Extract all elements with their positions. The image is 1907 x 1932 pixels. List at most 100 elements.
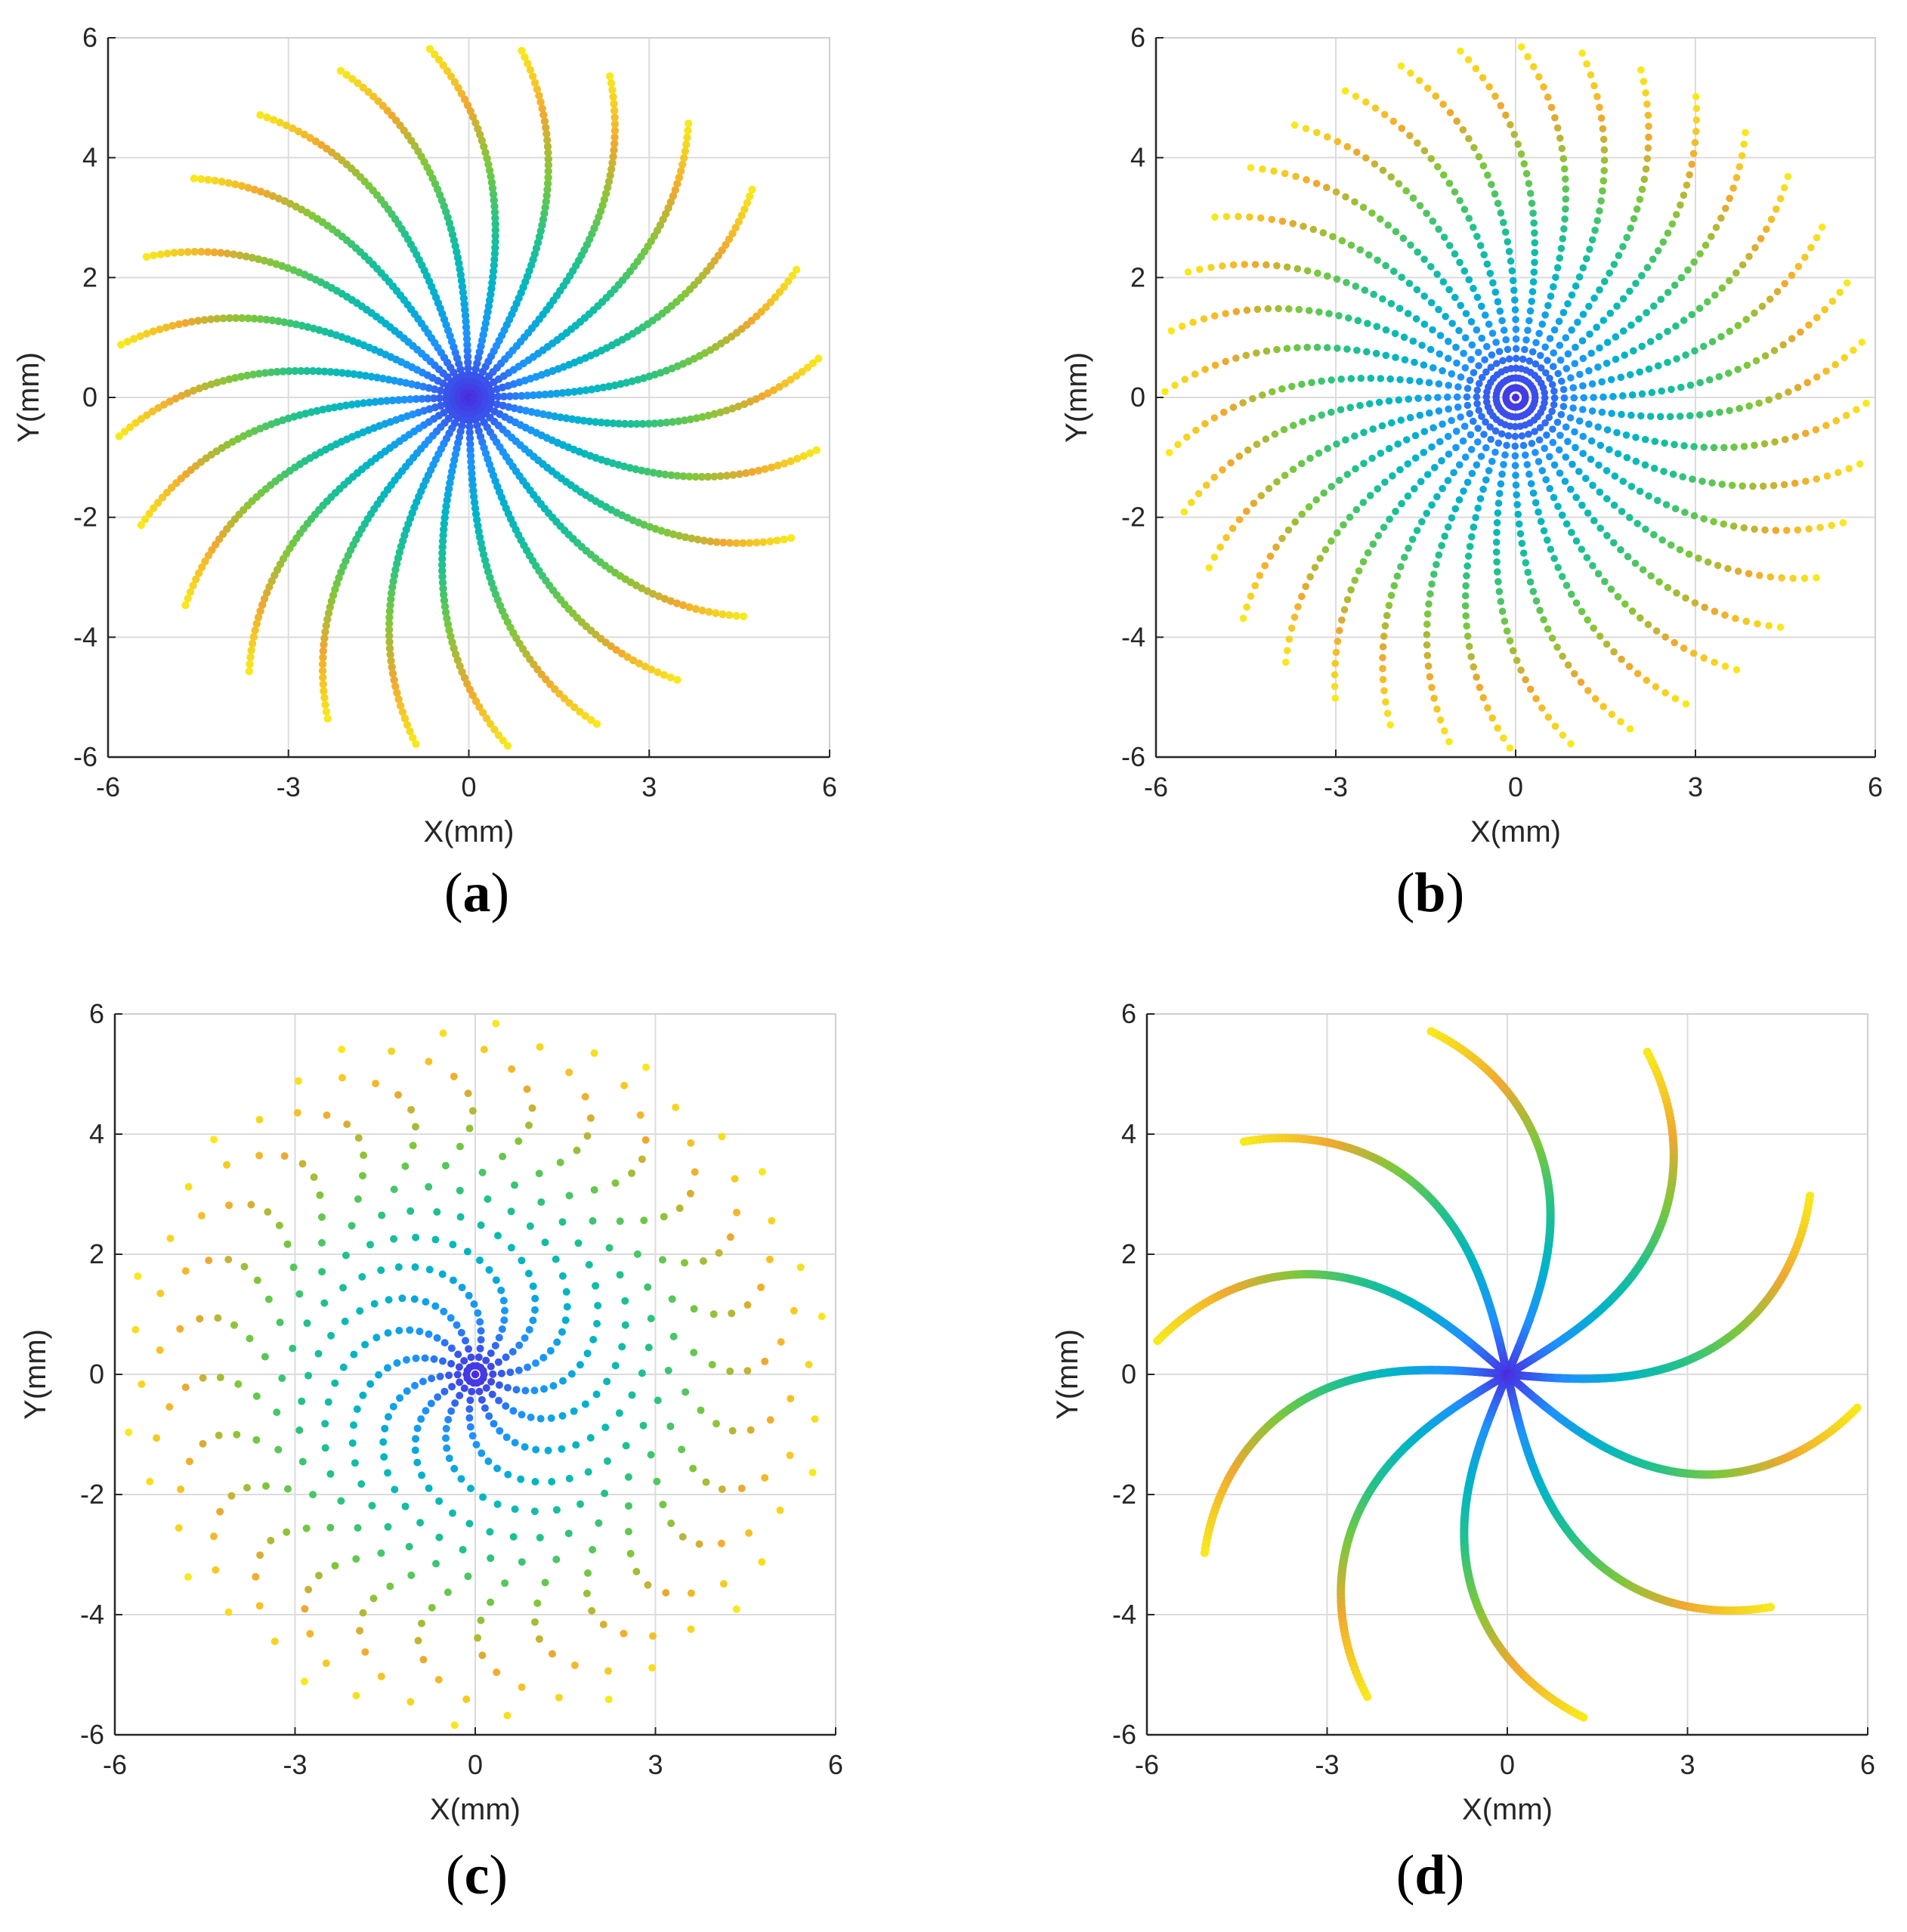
data-point (136, 332, 144, 341)
data-point (1745, 402, 1753, 410)
data-point (409, 734, 417, 742)
data-point (1393, 572, 1402, 580)
data-point (1512, 354, 1520, 363)
data-point (1526, 578, 1535, 586)
data-point (1556, 356, 1565, 364)
data-point (1812, 425, 1820, 434)
data-point (1704, 558, 1712, 566)
data-point (632, 419, 641, 428)
data-point (1579, 1713, 1588, 1722)
data-point (743, 1301, 752, 1309)
data-point (745, 1529, 753, 1537)
data-point (282, 121, 291, 130)
data-point (1584, 509, 1592, 517)
data-point (322, 621, 330, 630)
data-point (1395, 304, 1404, 313)
data-point (337, 1497, 345, 1505)
data-point (320, 634, 329, 642)
data-point (1609, 393, 1617, 400)
data-point (463, 352, 472, 361)
data-point (1476, 495, 1485, 502)
data-point (499, 392, 508, 400)
data-point (1738, 152, 1746, 159)
data-point (364, 88, 372, 96)
data-point (1547, 292, 1555, 300)
data-point (138, 1380, 146, 1388)
data-point (1527, 480, 1535, 487)
data-point (666, 1422, 675, 1430)
data-point (1478, 334, 1485, 342)
data-point (1572, 343, 1579, 351)
data-point (319, 680, 327, 688)
data-point (504, 1383, 512, 1392)
data-point (1432, 92, 1440, 100)
data-point (682, 1388, 690, 1396)
data-point (1331, 660, 1339, 667)
data-point (726, 1367, 734, 1375)
data-point (1500, 218, 1507, 227)
data-point (1555, 317, 1563, 326)
data-point (655, 469, 663, 478)
data-point (686, 415, 695, 424)
data-point (1540, 527, 1548, 535)
data-point (598, 201, 607, 210)
data-point (1714, 561, 1722, 570)
data-point (547, 1414, 555, 1422)
data-point (338, 1045, 346, 1053)
data-point (1522, 336, 1530, 344)
data-point (1695, 304, 1704, 312)
data-point (1583, 255, 1590, 263)
data-point (1377, 375, 1385, 382)
data-point (1551, 114, 1559, 122)
data-point (1612, 355, 1620, 363)
data-point (521, 1443, 529, 1451)
x-tick-label: -3 (1324, 771, 1348, 802)
data-point (1710, 518, 1717, 526)
data-point (465, 1414, 474, 1422)
data-point (389, 1402, 397, 1411)
data-point (1691, 599, 1699, 607)
data-point (1222, 310, 1229, 317)
data-point (731, 224, 740, 232)
data-point (485, 1266, 493, 1274)
data-point (1564, 437, 1572, 446)
data-point (1334, 638, 1342, 645)
data-point (542, 197, 550, 206)
data-point (1180, 508, 1188, 516)
data-point (1308, 414, 1316, 422)
data-point (1492, 338, 1500, 346)
data-point (499, 736, 508, 745)
data-point (1751, 525, 1758, 533)
x-tick-label: 3 (641, 771, 657, 802)
y-tick-label: 0 (89, 1359, 104, 1389)
data-point (1494, 509, 1502, 517)
data-point (668, 418, 677, 426)
data-point (585, 1260, 593, 1269)
data-point (765, 1255, 774, 1263)
data-point (1167, 327, 1176, 335)
data-point (1284, 647, 1291, 654)
data-point (1596, 344, 1603, 352)
data-point (1649, 255, 1657, 263)
data-point (244, 184, 252, 192)
data-point (301, 1605, 309, 1613)
data-point (1380, 110, 1389, 119)
data-point (1343, 143, 1352, 150)
data-point (1424, 662, 1433, 670)
data-point (1547, 104, 1556, 111)
data-point (1571, 428, 1578, 436)
data-point (412, 1123, 419, 1131)
data-point (1343, 595, 1352, 604)
data-point (385, 626, 394, 634)
data-point (1590, 82, 1598, 90)
x-tick-label: 0 (468, 1749, 483, 1780)
data-point (1374, 256, 1381, 264)
data-point (391, 682, 400, 691)
data-point (1400, 333, 1408, 342)
data-point (1686, 412, 1694, 419)
data-point (1463, 478, 1472, 487)
data-point (224, 1608, 233, 1616)
data-point (234, 1380, 243, 1388)
data-point (418, 394, 426, 403)
data-point (536, 1043, 544, 1051)
